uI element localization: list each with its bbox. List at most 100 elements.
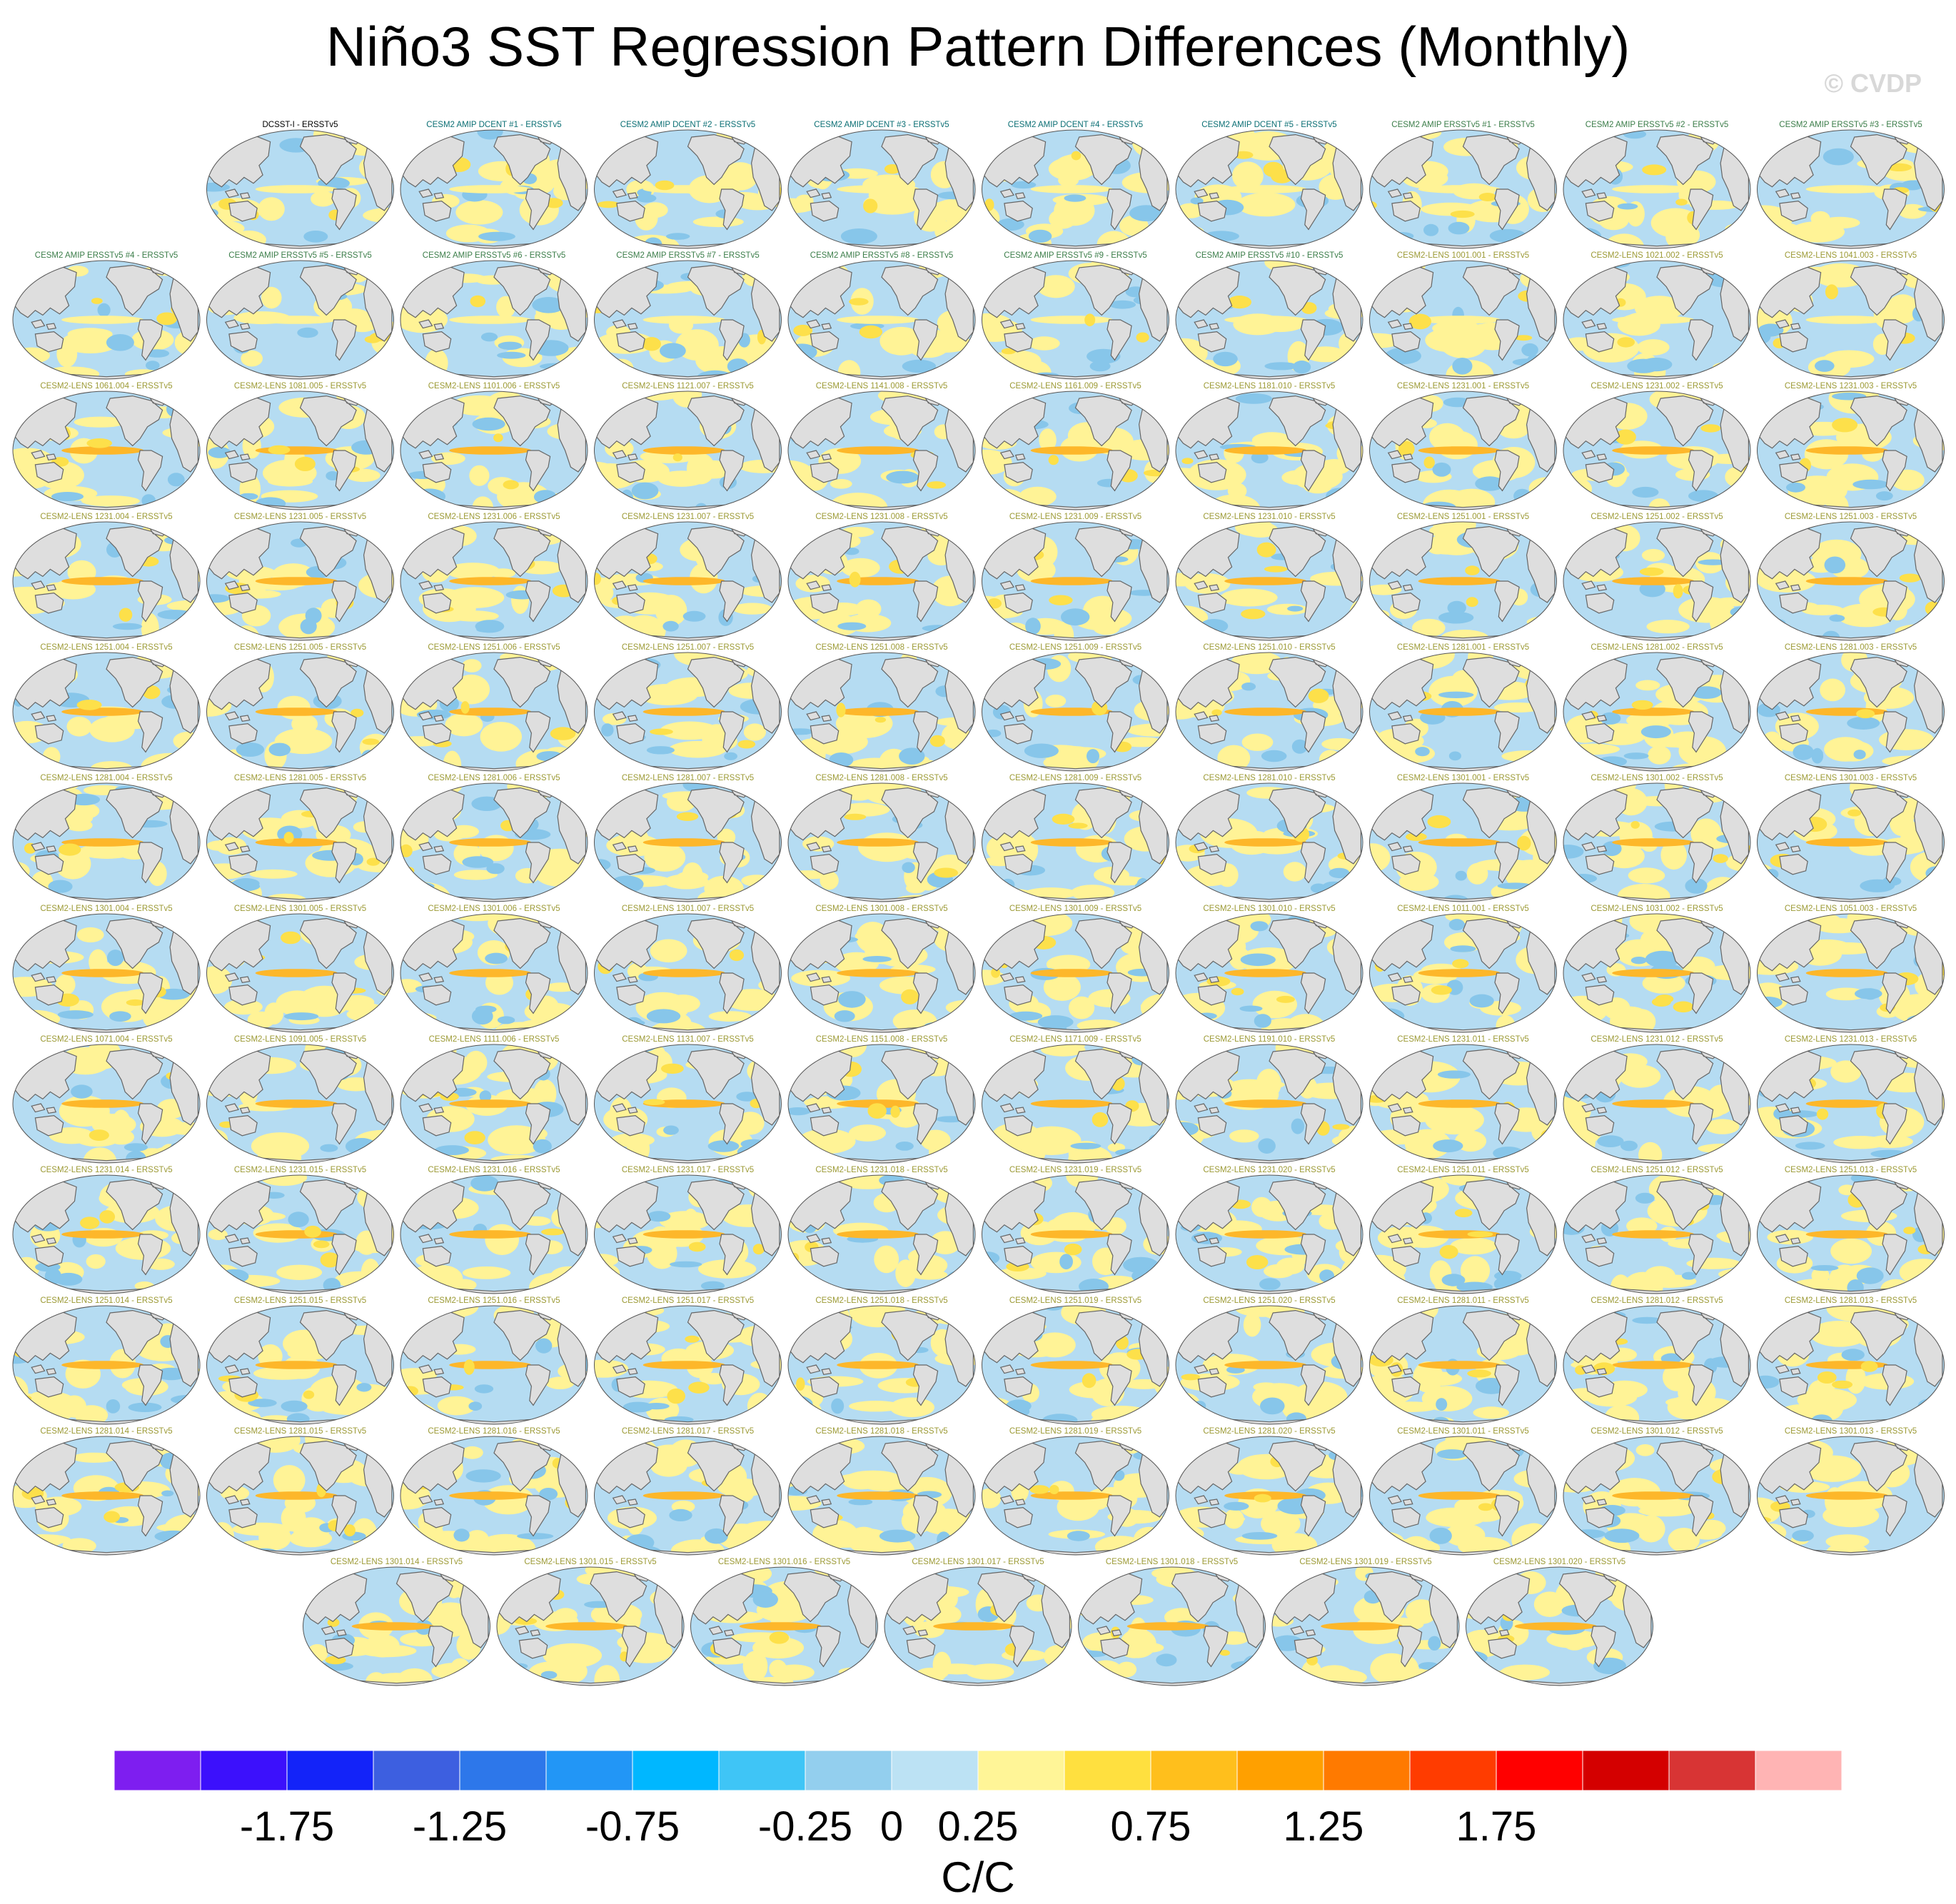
anomaly-blob — [1493, 1147, 1524, 1160]
anomaly-blob — [661, 1063, 684, 1074]
anomaly-blob — [1070, 1142, 1101, 1149]
anomaly-blob — [1308, 688, 1329, 703]
anomaly-blob — [1447, 600, 1466, 615]
anomaly-blob — [1623, 752, 1649, 760]
anomaly-blob — [1632, 1316, 1663, 1324]
equatorial-band — [642, 1230, 725, 1239]
anomaly-blob — [1243, 1313, 1261, 1337]
anomaly-blob — [737, 740, 756, 749]
panel-title: CESM2-LENS 1281.012 - ERSSTv5 — [1590, 1296, 1723, 1305]
anomaly-blob — [686, 453, 715, 485]
anomaly-blob — [470, 295, 486, 308]
panel-title: CESM2-LENS 1181.010 - ERSSTv5 — [1204, 382, 1336, 391]
anomaly-blob — [346, 468, 380, 483]
map-panel: CESM2-LENS 1251.019 - ERSSTv5 — [982, 1296, 1169, 1425]
equatorial-band — [837, 577, 919, 585]
equatorial-band — [1805, 577, 1888, 585]
anomaly-blob — [1660, 840, 1687, 870]
anomaly-blob — [642, 202, 668, 218]
anomaly-blob — [1341, 1258, 1363, 1288]
panel-title: CESM2-LENS 1231.003 - ERSSTv5 — [1785, 382, 1917, 391]
map-panel: CESM2-LENS 1281.008 - ERSSTv5 — [787, 774, 976, 902]
map-panel: CESM2-LENS 1231.010 - ERSSTv5 — [1175, 513, 1363, 641]
map-border — [1563, 1305, 1751, 1425]
anomaly-blob — [359, 733, 392, 762]
map-border — [1563, 1044, 1751, 1164]
anomaly-blob — [1254, 1494, 1271, 1503]
anomaly-blob — [1373, 1408, 1406, 1424]
anomaly-blob — [1454, 1209, 1473, 1218]
anomaly-blob — [564, 1149, 588, 1159]
panel-title: CESM2 AMIP ERSSTv5 #7 - ERSSTv5 — [616, 251, 759, 260]
equatorial-band — [1418, 577, 1501, 585]
anomaly-blob — [1272, 1567, 1294, 1574]
anomaly-blob — [642, 337, 661, 351]
anomaly-blob — [1045, 695, 1067, 707]
anomaly-blob — [470, 1175, 499, 1192]
map-border — [787, 1436, 976, 1556]
panel-title: CESM2-LENS 1251.003 - ERSSTv5 — [1785, 513, 1917, 521]
map-border — [1175, 129, 1363, 249]
anomaly-blob — [1830, 1060, 1862, 1083]
map-panel: CESM2-LENS 1281.010 - ERSSTv5 — [1175, 774, 1363, 902]
anomaly-blob — [1089, 361, 1111, 372]
anomaly-blob — [740, 1139, 766, 1149]
panel-title: CESM2-LENS 1251.016 - ERSSTv5 — [428, 1296, 560, 1305]
map-panel: CESM2-LENS 1051.003 - ERSSTv5 — [1757, 905, 1945, 1033]
colorbar-box — [1064, 1750, 1151, 1791]
equatorial-band — [1612, 185, 1695, 193]
anomaly-blob — [284, 1012, 319, 1021]
map-panel: CESM2-LENS 1301.009 - ERSSTv5 — [982, 905, 1169, 1033]
anomaly-blob — [874, 1245, 899, 1274]
anomaly-blob — [932, 368, 949, 379]
anomaly-blob — [472, 417, 505, 431]
panel-title: CESM2 AMIP DCENT #2 - ERSSTv5 — [620, 121, 755, 129]
panel-title: CESM2-LENS 1251.001 - ERSSTv5 — [1397, 513, 1529, 521]
map-border — [594, 260, 782, 380]
anomaly-blob — [1011, 181, 1037, 189]
anomaly-blob — [1493, 702, 1542, 712]
equatorial-band — [449, 1361, 532, 1369]
anomaly-blob — [1810, 1321, 1870, 1347]
anomaly-blob — [1922, 130, 1945, 148]
anomaly-blob — [555, 1306, 588, 1319]
anomaly-blob — [497, 351, 526, 359]
anomaly-blob — [536, 751, 563, 762]
anomaly-blob — [465, 1469, 501, 1483]
anomaly-blob — [934, 220, 973, 243]
anomaly-blob — [793, 324, 813, 336]
anomaly-blob — [13, 1009, 61, 1029]
anomaly-blob — [670, 1539, 725, 1555]
panel-title: CESM2-LENS 1301.005 - ERSSTv5 — [234, 905, 366, 913]
anomaly-blob — [1891, 994, 1945, 1024]
anomaly-blob — [1641, 549, 1665, 562]
panel-title: CESM2-LENS 1281.014 - ERSSTv5 — [40, 1427, 172, 1436]
map-panel: CESM2-LENS 1301.019 - ERSSTv5 — [1271, 1558, 1460, 1686]
anomaly-blob — [844, 813, 867, 820]
colorbar-box — [1668, 1750, 1756, 1791]
map-border — [400, 521, 588, 641]
equatorial-band — [255, 446, 338, 455]
panel-title: CESM2-LENS 1251.010 - ERSSTv5 — [1203, 643, 1335, 652]
anomaly-blob — [1035, 1567, 1072, 1588]
anomaly-blob — [594, 1263, 620, 1284]
anomaly-blob — [400, 232, 426, 239]
map-panel: CESM2-LENS 1231.019 - ERSSTv5 — [982, 1166, 1169, 1294]
anomaly-blob — [1219, 1650, 1231, 1656]
anomaly-blob — [1642, 973, 1685, 994]
anomaly-blob — [1260, 1397, 1285, 1415]
anomaly-blob — [1094, 1536, 1146, 1555]
anomaly-blob — [1830, 1238, 1872, 1264]
anomaly-blob — [361, 1259, 380, 1287]
anomaly-blob — [1757, 1416, 1783, 1424]
anomaly-blob — [1718, 1014, 1750, 1028]
anomaly-blob — [206, 1013, 229, 1022]
anomaly-blob — [1378, 882, 1399, 889]
anomaly-blob — [1064, 194, 1087, 202]
anomaly-blob — [400, 1401, 437, 1424]
anomaly-blob — [1438, 611, 1474, 624]
anomaly-blob — [1757, 630, 1779, 639]
anomaly-blob — [795, 140, 810, 153]
equatorial-band — [1805, 838, 1888, 847]
panel-title: CESM2-LENS 1061.004 - ERSSTv5 — [40, 382, 172, 391]
